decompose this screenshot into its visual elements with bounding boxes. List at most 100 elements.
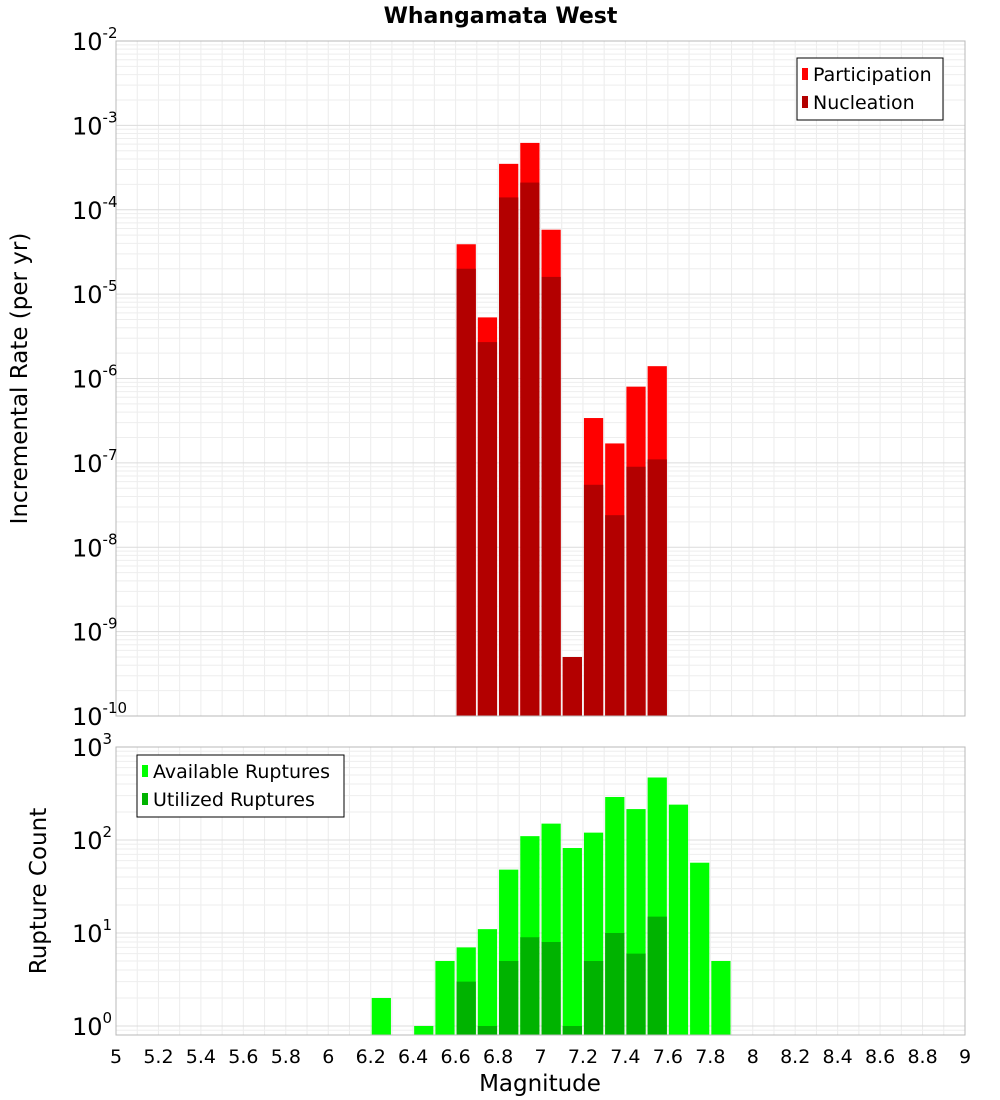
y-tick-exponent: -5 (103, 277, 118, 295)
y-tick-mantissa: 10 (72, 734, 103, 762)
bar-available-ruptures (690, 862, 710, 1035)
y-tick-exponent: -4 (103, 193, 118, 211)
x-tick-label: 5 (110, 1046, 122, 1068)
x-tick-label: 6 (322, 1046, 334, 1068)
y-tick-exponent: 0 (103, 1009, 113, 1027)
bar-utilized-ruptures (520, 937, 540, 1035)
bar-nucleation (562, 657, 582, 716)
bar-available-ruptures (711, 960, 731, 1035)
y-tick-mantissa: 10 (72, 534, 103, 562)
y-tick-exponent: -8 (103, 530, 118, 548)
legend-box (796, 57, 944, 121)
y-tick-mantissa: 10 (72, 1013, 103, 1041)
x-tick-label: 7.6 (653, 1046, 683, 1068)
x-tick-label: 7 (534, 1046, 546, 1068)
x-tick-label: 5.2 (143, 1046, 173, 1068)
x-tick-label: 7.2 (568, 1046, 598, 1068)
y-tick-label: 10-9 (72, 615, 118, 647)
y-tick-mantissa: 10 (72, 197, 103, 225)
bar-nucleation (456, 268, 476, 716)
y-tick-label: 10-10 (72, 699, 127, 731)
x-tick-label: 5.6 (228, 1046, 258, 1068)
bar-available-ruptures (562, 848, 582, 1035)
legend-label: Nucleation (813, 92, 915, 114)
bar-utilized-ruptures (456, 981, 476, 1035)
x-tick-label: 7.4 (610, 1046, 640, 1068)
x-tick-label: 5.8 (271, 1046, 301, 1068)
y-tick-label: 10-2 (72, 24, 118, 56)
bar-available-ruptures (414, 1025, 434, 1035)
y-tick-label: 10-4 (72, 193, 118, 225)
legend: Participation Nucleation (796, 57, 944, 121)
y-tick-label: 101 (72, 916, 112, 948)
bar-utilized-ruptures (605, 932, 625, 1035)
x-tick-label: 8.6 (865, 1046, 895, 1068)
bar-nucleation (626, 466, 646, 716)
bar-utilized-ruptures (477, 1025, 498, 1035)
y-tick-mantissa: 10 (72, 112, 103, 140)
x-tick-label: 6.4 (398, 1046, 428, 1068)
plot-frame (115, 40, 966, 717)
bar-nucleation (499, 197, 519, 717)
y-tick-label: 10-5 (72, 277, 118, 309)
y-tick-label: 100 (72, 1009, 112, 1041)
x-tick-label: 6.6 (440, 1046, 470, 1068)
x-tick-label: 6.8 (483, 1046, 513, 1068)
legend-label: Available Ruptures (153, 761, 330, 783)
y-tick-label: 10-7 (72, 446, 118, 478)
legend-swatch (802, 96, 808, 108)
y-tick-exponent: 3 (103, 730, 113, 748)
x-tick-label: 6.2 (356, 1046, 386, 1068)
chart-title: Whangamata West (384, 4, 618, 29)
legend-box (136, 754, 345, 818)
y-tick-exponent: -6 (103, 362, 118, 380)
x-axis-label: Magnitude (479, 1071, 601, 1097)
x-tick-label: 7.8 (695, 1046, 725, 1068)
y-tick-exponent: -9 (103, 615, 118, 633)
bar-available-ruptures (477, 929, 498, 1035)
y-tick-exponent: -3 (103, 108, 118, 126)
y-tick-exponent: 1 (103, 916, 113, 934)
y-tick-label: 10-6 (72, 362, 118, 394)
x-tick-label: 8.2 (780, 1046, 810, 1068)
bar-nucleation (583, 484, 604, 716)
bar-utilized-ruptures (647, 916, 667, 1035)
y-axis-label: Rupture Count (26, 808, 52, 974)
x-tick-label: 8 (747, 1046, 759, 1068)
y-tick-exponent: -10 (103, 699, 128, 717)
legend-swatch (142, 765, 148, 777)
y-axis-label: Incremental Rate (per yr) (7, 233, 33, 525)
bar-utilized-ruptures (626, 953, 646, 1035)
y-tick-mantissa: 10 (72, 28, 103, 56)
bar-available-ruptures (371, 997, 391, 1035)
y-tick-mantissa: 10 (72, 619, 103, 647)
legend-swatch (142, 793, 148, 805)
y-tick-mantissa: 10 (72, 920, 103, 948)
bar-available-ruptures (668, 804, 689, 1035)
y-tick-mantissa: 10 (72, 827, 103, 855)
bar-utilized-ruptures (541, 942, 561, 1035)
legend-label: Utilized Ruptures (153, 789, 315, 811)
x-tick-label: 5.4 (186, 1046, 216, 1068)
bar-nucleation (605, 515, 625, 716)
y-tick-mantissa: 10 (72, 281, 103, 309)
bar-nucleation (541, 276, 561, 716)
y-tick-label: 10-3 (72, 108, 118, 140)
y-tick-exponent: -2 (103, 24, 118, 42)
y-tick-mantissa: 10 (72, 450, 103, 478)
y-tick-label: 10-8 (72, 530, 118, 562)
bar-utilized-ruptures (499, 960, 519, 1035)
y-tick-exponent: 2 (103, 823, 113, 841)
bar-nucleation (647, 459, 667, 716)
bar-nucleation (520, 182, 540, 716)
x-tick-label: 8.4 (823, 1046, 853, 1068)
bar-utilized-ruptures (583, 960, 604, 1035)
y-tick-mantissa: 10 (72, 366, 103, 394)
bar-utilized-ruptures (562, 1025, 582, 1035)
y-tick-exponent: -7 (103, 446, 118, 464)
legend-swatch (802, 68, 808, 80)
y-tick-label: 103 (72, 730, 112, 762)
